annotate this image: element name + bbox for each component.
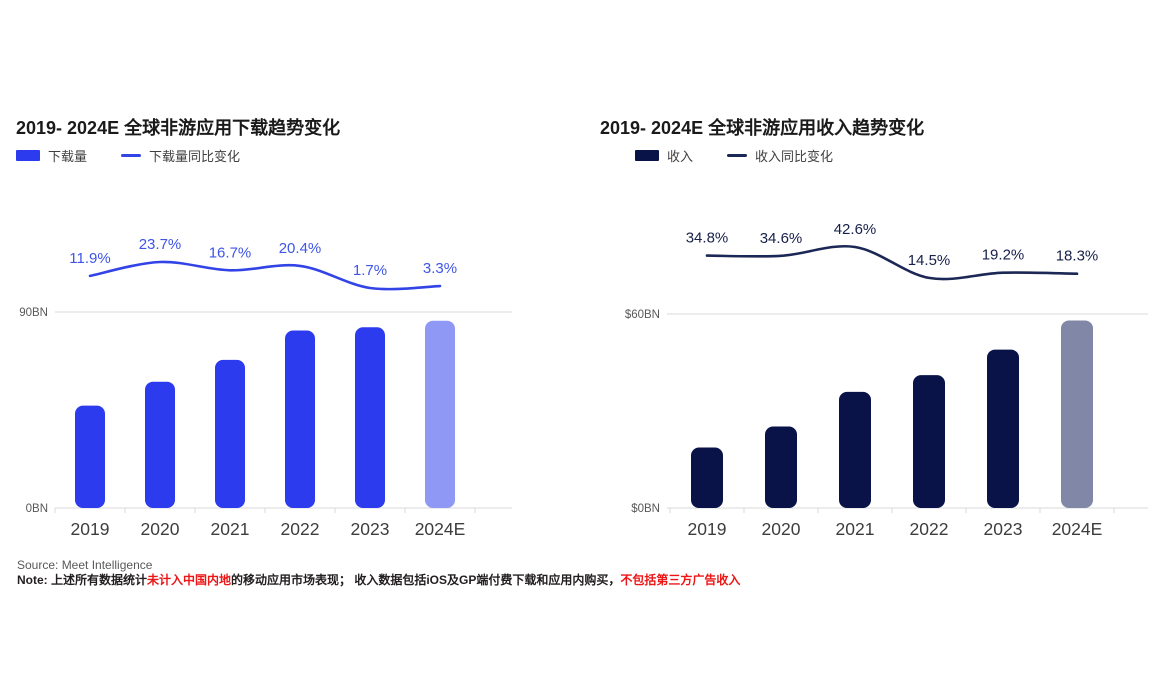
x-label-2022: 2022: [281, 519, 320, 539]
downloads-legend: 下载量 下载量同比变化: [16, 146, 240, 165]
bar-2022: [913, 375, 945, 508]
x-label-2021: 2021: [211, 519, 250, 539]
x-label-2023: 2023: [984, 519, 1023, 539]
note-segment: Note: 上述所有数据统计: [17, 573, 147, 587]
footer: Source: Meet Intelligence Note: 上述所有数据统计…: [17, 558, 740, 588]
downloads-chart-title: 2019- 2024E 全球非游应用下载趋势变化: [16, 118, 341, 138]
bar-2021: [215, 359, 245, 508]
revenue-legend-bar-label: 收入: [667, 149, 694, 164]
y-axis-max-label: $60BN: [625, 309, 660, 321]
yoy-line: [705, 244, 1079, 281]
y-axis-min-label: $0BN: [631, 503, 660, 515]
yoy-label-2024E: 3.3%: [423, 260, 457, 277]
x-label-2019: 2019: [688, 519, 727, 539]
yoy-line: [88, 260, 442, 291]
line-swatch-icon: [727, 154, 748, 157]
revenue-chart-plot: $60BN $0BN 2019 2020 2021 2022 2023 2024E 34.8% 3…: [625, 221, 1148, 539]
x-label-2024E: 2024E: [1052, 519, 1103, 539]
yoy-label-2023: 1.7%: [353, 262, 387, 279]
bar-2019: [691, 447, 723, 508]
x-label-2019: 2019: [71, 519, 110, 539]
line-swatch-icon: [121, 154, 142, 157]
bar-2020: [765, 426, 797, 508]
bar-2023: [987, 349, 1019, 508]
note-segment-red: 不包括第三方广告收入: [620, 573, 741, 587]
yoy-label-2020: 34.6%: [760, 230, 803, 247]
x-label-2022: 2022: [910, 519, 949, 539]
bar-2024E: [1061, 320, 1093, 508]
downloads-legend-line-label: 下载量同比变化: [149, 149, 241, 164]
yoy-label-2020: 23.7%: [139, 236, 182, 253]
yoy-label-2021: 42.6%: [834, 221, 877, 238]
yoy-label-2021: 16.7%: [209, 244, 252, 261]
yoy-label-2019: 11.9%: [69, 250, 110, 267]
revenue-legend: 收入 收入同比变化: [635, 146, 833, 165]
yoy-label-2023: 19.2%: [982, 247, 1025, 264]
downloads-legend-bar-item: 下载量: [16, 146, 87, 165]
yoy-label-2022: 20.4%: [279, 240, 322, 257]
downloads-legend-bar-label: 下载量: [48, 149, 88, 164]
bar-2022: [285, 330, 315, 508]
yoy-label-2024E: 18.3%: [1056, 248, 1099, 265]
bar-2019: [75, 405, 105, 508]
bar-2023: [355, 327, 385, 508]
note-segment: 的移动应用市场表现； 收入数据包括iOS及GP端付费下载和应用内购买，: [231, 573, 621, 587]
revenue-chart-title: 2019- 2024E 全球非游应用收入趋势变化: [600, 118, 925, 138]
x-label-2021: 2021: [836, 519, 875, 539]
revenue-legend-line-item: 收入同比变化: [727, 146, 833, 165]
y-axis-max-label: 90BN: [19, 307, 48, 319]
x-label-2024E: 2024E: [415, 519, 466, 539]
bar-swatch-icon: [635, 150, 659, 161]
downloads-chart-plot: 90BN 0BN 2019 2020 2021 2022 2023 2024E 11.9% 23.…: [19, 236, 512, 539]
downloads-legend-line-item: 下载量同比变化: [121, 146, 240, 165]
bar-2021: [839, 391, 871, 508]
x-label-2020: 2020: [141, 519, 180, 539]
x-label-2023: 2023: [351, 519, 390, 539]
revenue-legend-line-label: 收入同比变化: [755, 149, 834, 164]
yoy-label-2022: 14.5%: [908, 252, 951, 269]
note-text: Note: 上述所有数据统计未计入中国内地的移动应用市场表现； 收入数据包括iO…: [17, 573, 740, 588]
bar-2020: [145, 381, 175, 508]
bar-2024E: [425, 320, 455, 508]
bar-swatch-icon: [16, 150, 40, 161]
y-axis-min-label: 0BN: [26, 503, 48, 515]
x-label-2020: 2020: [762, 519, 801, 539]
source-text: Source: Meet Intelligence: [17, 558, 153, 572]
note-segment-red: 未计入中国内地: [147, 573, 232, 587]
yoy-label-2019: 34.8%: [686, 230, 729, 247]
revenue-legend-bar-item: 收入: [635, 146, 693, 165]
